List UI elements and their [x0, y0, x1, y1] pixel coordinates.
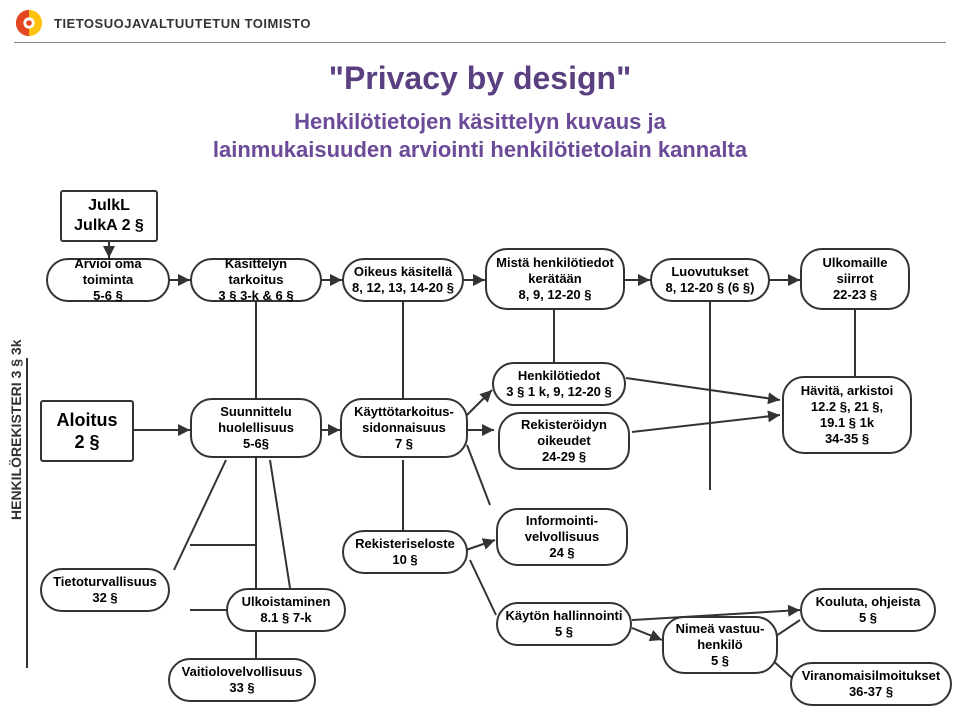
node-line: Luovutukset: [671, 264, 748, 280]
node-julkl: JulkL JulkA 2 §: [60, 190, 158, 242]
sidebar-label: HENKILÖREKISTERI 3 § 3k: [8, 340, 24, 521]
node-line: 5 §: [555, 624, 573, 640]
node-line: 8, 12-20 § (6 §): [666, 280, 755, 296]
node-line: 2 §: [74, 431, 99, 454]
node-line: siirrot: [837, 271, 874, 287]
node-line: Ulkoistaminen: [242, 594, 331, 610]
node-line: kerätään: [528, 271, 581, 287]
node-line: Informointi-: [526, 513, 598, 529]
node-suunnittelu: Suunnittelu huolellisuus 5-6§: [190, 398, 322, 458]
node-line: Vaitiolovelvollisuus: [182, 664, 303, 680]
node-kouluta: Kouluta, ohjeista 5 §: [800, 588, 936, 632]
node-line: 34-35 §: [825, 431, 869, 447]
node-line: JulkA 2 §: [74, 216, 144, 236]
node-line: huolellisuus: [218, 420, 294, 436]
node-line: Tietoturvallisuus: [53, 574, 157, 590]
node-line: JulkL: [88, 196, 130, 216]
node-vaitiolo: Vaitiolovelvollisuus 33 §: [168, 658, 316, 702]
node-line: Suunnittelu: [220, 404, 292, 420]
node-line: 5 §: [711, 653, 729, 669]
node-mista: Mistä henkilötiedot kerätään 8, 9, 12-20…: [485, 248, 625, 310]
node-line: 24-29 §: [542, 449, 586, 465]
node-line: Käsittelyn tarkoitus: [198, 256, 314, 289]
node-line: Viranomaisilmoitukset: [802, 668, 940, 684]
node-line: Kouluta, ohjeista: [816, 594, 921, 610]
node-line: 8, 9, 12-20 §: [519, 287, 592, 303]
node-oikeus: Oikeus käsitellä 8, 12, 13, 14-20 §: [342, 258, 464, 302]
page-header: TIETOSUOJAVALTUUTETUN TOIMISTO: [14, 8, 311, 38]
node-havita: Hävitä, arkistoi 12.2 §, 21 §, 19.1 § 1k…: [782, 376, 912, 454]
node-line: 7 §: [395, 436, 413, 452]
node-line: Rekisteröidyn: [521, 417, 607, 433]
node-line: 10 §: [392, 552, 417, 568]
node-line: Hävitä, arkistoi: [801, 383, 894, 399]
logo-icon: [14, 8, 44, 38]
node-aloitus: Aloitus 2 §: [40, 400, 134, 462]
node-line: 8, 12, 13, 14-20 §: [352, 280, 454, 296]
node-line: Käytön hallinnointi: [506, 608, 623, 624]
node-line: 3 § 1 k, 9, 12-20 §: [506, 384, 612, 400]
node-line: velvollisuus: [525, 529, 599, 545]
node-line: 36-37 §: [849, 684, 893, 700]
node-line: 24 §: [549, 545, 574, 561]
node-line: Mistä henkilötiedot: [496, 255, 614, 271]
node-nimea-vastuuhenkilo: Nimeä vastuu- henkilö 5 §: [662, 616, 778, 674]
page-subtitle: Henkilötietojen käsittelyn kuvaus ja lai…: [0, 108, 960, 163]
node-ulkomaille: Ulkomaille siirrot 22-23 §: [800, 248, 910, 310]
page-title: "Privacy by design": [0, 60, 960, 97]
node-line: 32 §: [92, 590, 117, 606]
node-kayttotarkoitus: Käyttötarkoitus- sidonnaisuus 7 §: [340, 398, 468, 458]
node-viranomaisilmoitukset: Viranomaisilmoitukset 36-37 §: [790, 662, 952, 706]
node-luovutukset: Luovutukset 8, 12-20 § (6 §): [650, 258, 770, 302]
subtitle-line-1: Henkilötietojen käsittelyn kuvaus ja: [294, 109, 666, 134]
node-line: 3 § 3-k & 6 §: [218, 288, 293, 304]
node-tarkoitus: Käsittelyn tarkoitus 3 § 3-k & 6 §: [190, 258, 322, 302]
node-line: sidonnaisuus: [362, 420, 446, 436]
node-line: Nimeä vastuu-: [676, 621, 765, 637]
node-line: Rekisteriseloste: [355, 536, 455, 552]
node-henkilotiedot: Henkilötiedot 3 § 1 k, 9, 12-20 §: [492, 362, 626, 406]
node-line: Aloitus: [57, 409, 118, 432]
node-rekisteriseloste: Rekisteriseloste 10 §: [342, 530, 468, 574]
node-line: Henkilötiedot: [518, 368, 600, 384]
node-line: Oikeus käsitellä: [354, 264, 452, 280]
node-line: 5-6 §: [93, 288, 123, 304]
node-line: Käyttötarkoitus-: [354, 404, 454, 420]
node-line: 22-23 §: [833, 287, 877, 303]
node-kayton-hallinnointi: Käytön hallinnointi 5 §: [496, 602, 632, 646]
node-line: oikeudet: [537, 433, 590, 449]
node-informointi: Informointi- velvollisuus 24 §: [496, 508, 628, 566]
node-ulkoistaminen: Ulkoistaminen 8.1 § 7-k: [226, 588, 346, 632]
header-divider: [14, 42, 946, 43]
node-tietoturvallisuus: Tietoturvallisuus 32 §: [40, 568, 170, 612]
org-name: TIETOSUOJAVALTUUTETUN TOIMISTO: [54, 16, 311, 31]
node-line: 12.2 §, 21 §,: [811, 399, 883, 415]
node-line: 5 §: [859, 610, 877, 626]
node-line: henkilö: [697, 637, 743, 653]
subtitle-line-2: lainmukaisuuden arviointi henkilötietola…: [213, 137, 747, 162]
node-line: 8.1 § 7-k: [260, 610, 311, 626]
node-line: Arvioi oma toiminta: [54, 256, 162, 289]
node-line: 33 §: [229, 680, 254, 696]
node-line: Ulkomaille: [822, 255, 887, 271]
node-arvioi: Arvioi oma toiminta 5-6 §: [46, 258, 170, 302]
node-line: 19.1 § 1k: [820, 415, 874, 431]
node-rekisteroidyn-oikeudet: Rekisteröidyn oikeudet 24-29 §: [498, 412, 630, 470]
sidebar-line: [26, 358, 28, 668]
node-line: 5-6§: [243, 436, 269, 452]
